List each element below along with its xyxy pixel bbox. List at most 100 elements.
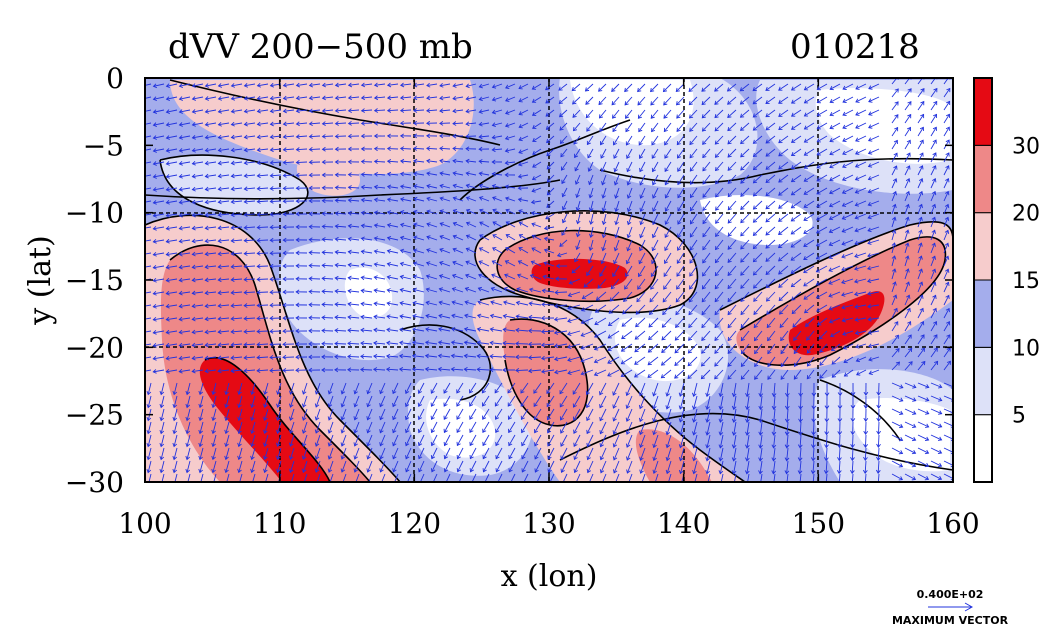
wind-vector <box>430 408 438 421</box>
wind-vector <box>727 369 737 380</box>
wind-vector <box>803 96 815 104</box>
wind-vector <box>546 200 555 208</box>
x-axis-label: x (lon) <box>501 559 598 594</box>
wind-vector <box>347 341 360 346</box>
wind-vector <box>767 343 776 355</box>
wind-vector <box>689 265 698 277</box>
wind-vector <box>508 473 516 482</box>
wind-vector <box>633 369 646 378</box>
wind-vector <box>715 174 724 185</box>
wind-vector <box>489 367 503 373</box>
wind-vector <box>492 247 503 254</box>
wind-vector <box>152 252 165 257</box>
wind-vector <box>295 250 308 256</box>
wind-vector <box>505 196 516 202</box>
wind-vector <box>752 239 763 250</box>
wind-vector <box>392 395 399 408</box>
wind-vector <box>185 382 191 396</box>
wind-vector <box>529 273 542 280</box>
wind-vector <box>917 460 930 468</box>
wind-vector <box>269 160 282 166</box>
wind-vector <box>491 273 503 280</box>
wind-vector <box>399 108 412 113</box>
wind-vector <box>780 369 789 380</box>
wind-vector <box>546 135 555 144</box>
wind-vector <box>841 239 854 246</box>
wind-vector <box>282 134 295 140</box>
wind-vector <box>334 95 347 101</box>
wind-vector <box>767 330 776 342</box>
wind-vector <box>373 159 386 164</box>
wind-vector <box>443 408 451 420</box>
wind-vector <box>198 447 204 461</box>
wind-vector <box>502 367 516 373</box>
wind-vector <box>727 278 737 290</box>
wind-vector <box>837 408 843 423</box>
wind-vector <box>386 197 399 203</box>
wind-vector <box>532 161 542 168</box>
wind-vector <box>841 187 854 194</box>
wind-vector <box>790 278 802 288</box>
wind-vector <box>718 434 724 449</box>
wind-vector <box>546 408 555 421</box>
wind-vector <box>665 460 672 475</box>
wind-vector <box>739 83 750 92</box>
wind-vector <box>178 96 191 101</box>
wind-vector <box>256 121 269 127</box>
wind-vector <box>714 83 724 92</box>
wind-vector <box>520 382 529 394</box>
wind-vector <box>373 95 386 101</box>
wind-vector <box>243 251 256 256</box>
wind-vector <box>263 382 269 395</box>
wind-vector <box>856 369 867 376</box>
wind-vector <box>689 252 698 264</box>
wind-vector <box>465 260 477 267</box>
wind-vector <box>340 473 347 482</box>
wind-vector <box>648 304 659 315</box>
wind-vector <box>599 460 607 474</box>
wind-vector <box>638 122 646 133</box>
wind-vector <box>263 473 269 482</box>
wind-vector <box>269 186 282 191</box>
wind-vector <box>465 208 477 215</box>
wind-vector <box>518 122 529 129</box>
wind-vector <box>824 408 830 423</box>
wind-vector <box>867 148 880 155</box>
wind-vector <box>230 225 243 231</box>
wind-vector <box>505 208 516 215</box>
wind-vector <box>424 353 438 359</box>
wind-vector <box>607 356 620 364</box>
wind-vector <box>256 95 269 101</box>
wind-vector <box>540 315 555 321</box>
wind-vector <box>534 447 542 460</box>
wind-vector <box>520 395 529 407</box>
wind-vector <box>855 96 867 103</box>
wind-vector <box>917 165 924 176</box>
wind-vector <box>165 264 178 270</box>
wind-vector <box>152 174 165 179</box>
wind-vector <box>204 134 217 140</box>
wind-vector <box>740 369 750 380</box>
wind-vector <box>502 354 516 360</box>
wind-vector <box>798 395 803 410</box>
wind-vector <box>263 408 269 421</box>
wind-vector <box>243 329 256 334</box>
wind-vector <box>849 460 855 475</box>
wind-vector <box>714 278 724 290</box>
wind-vector <box>521 447 529 460</box>
wind-vector <box>426 108 438 113</box>
wind-vector <box>674 330 685 341</box>
wind-vector <box>515 341 529 347</box>
wind-vector <box>386 314 399 320</box>
wind-vector <box>778 265 789 275</box>
wind-vector <box>650 265 659 278</box>
wind-vector <box>191 251 204 257</box>
wind-vector <box>379 434 386 447</box>
wind-vector <box>347 314 360 320</box>
wind-vector <box>178 329 191 335</box>
wind-vector <box>308 328 321 334</box>
wind-vector <box>778 148 789 157</box>
wind-vector <box>731 382 737 398</box>
wind-vector <box>418 460 425 473</box>
wind-vector <box>943 216 950 228</box>
